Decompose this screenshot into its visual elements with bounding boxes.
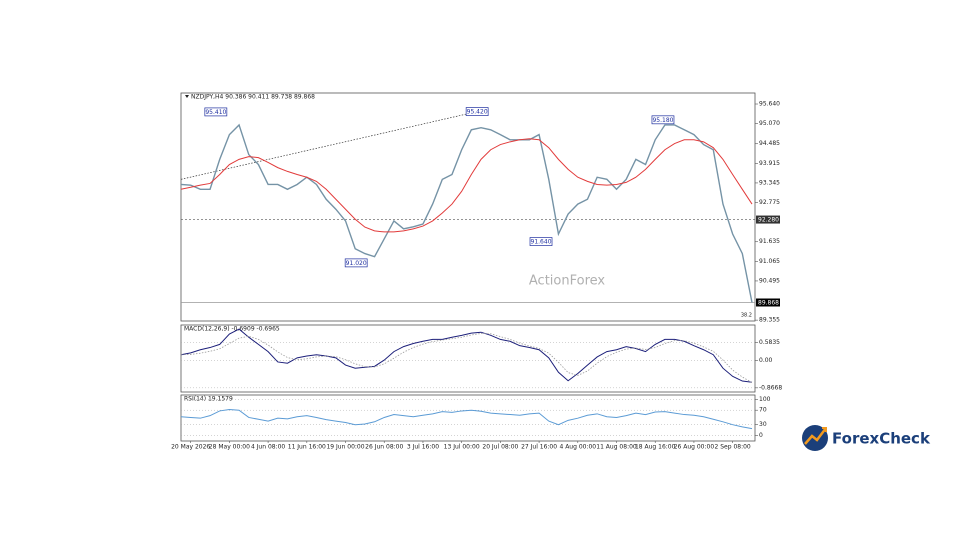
price-annotation-box <box>529 237 553 246</box>
x-tick-label: 11 Aug 08:00 <box>596 444 637 451</box>
panel-title: NZDJPY,H4 90.386 90.411 89.738 89.868 <box>191 94 315 101</box>
x-tick-label: 2 Sep 08:00 <box>715 444 751 451</box>
panel-title: RSI(14) 19.1579 <box>184 396 233 403</box>
y-tick-label: 0.5835 <box>759 339 780 346</box>
x-tick-label: 26 Aug 00:00 <box>674 444 715 451</box>
panel-title: MACD(12,26,9) -0.6909 -0.6965 <box>184 326 280 333</box>
y-tick-label: 0.00 <box>759 357 773 364</box>
logo: ForexCheck <box>802 425 931 451</box>
price-annotation-box <box>204 107 228 117</box>
price-tag-label: 89.868 <box>758 299 779 306</box>
x-tick-label: 27 Jul 16:00 <box>521 444 557 451</box>
x-tick-label: 4 Jun 08:00 <box>251 444 285 451</box>
price-annotation-box <box>344 258 368 268</box>
y-tick-label: 91.635 <box>759 238 780 245</box>
logo-text: ForexCheck <box>832 430 931 448</box>
y-tick-label: 30 <box>759 421 767 428</box>
price-tag <box>756 298 780 307</box>
panel-frame <box>180 394 756 442</box>
series-line <box>180 328 753 383</box>
x-tick-label: 20 May 2026 <box>171 444 210 451</box>
series-line <box>180 138 753 233</box>
y-tick-label: 89.355 <box>759 317 780 324</box>
price-annotation-box <box>465 107 489 116</box>
y-tick-label: 90.495 <box>759 277 780 284</box>
y-tick-label: 94.485 <box>759 140 780 147</box>
price-annotation: 95.420 <box>467 109 488 116</box>
y-tick-label: 95.640 <box>759 101 780 108</box>
y-tick-label: 93.345 <box>759 179 780 186</box>
x-tick-label: 3 Jul 16:00 <box>407 444 439 451</box>
watermark: ActionForex <box>529 274 606 289</box>
y-tick-label: 92.775 <box>759 199 780 206</box>
x-tick-label: 28 May 00:00 <box>209 444 250 451</box>
y-tick-label: -0.8668 <box>759 384 782 391</box>
panel-frame <box>180 92 756 322</box>
x-tick-label: 19 Jun 00:00 <box>326 444 364 451</box>
x-tick-label: 13 Jul 00:00 <box>444 444 480 451</box>
x-tick-label: 18 Aug 16:00 <box>635 444 676 451</box>
x-tick-label: 26 Jun 08:00 <box>365 444 403 451</box>
y-tick-label: 0 <box>759 432 763 439</box>
series-line <box>180 333 753 383</box>
price-annotation: 91.020 <box>346 260 367 267</box>
logo-arrowhead <box>822 427 827 432</box>
price-annotation-box <box>651 115 675 125</box>
price-annotation: 91.640 <box>531 239 552 246</box>
y-tick-label: 91.065 <box>759 258 780 265</box>
logo-arrow <box>804 427 827 445</box>
y-tick-label: 95.070 <box>759 120 780 127</box>
price-tag-label: 92.280 <box>758 217 779 224</box>
x-tick-label: 20 Jul 08:00 <box>482 444 518 451</box>
panel-frame <box>180 324 756 393</box>
x-tick-label: 11 Jun 16:00 <box>288 444 326 451</box>
symbol-marker <box>185 95 189 98</box>
x-tick-label: 4 Aug 00:00 <box>559 444 596 451</box>
y-tick-label: 93.915 <box>759 160 780 167</box>
price-tag <box>756 215 780 224</box>
y-tick-label: 100 <box>759 396 771 403</box>
series-line <box>180 123 753 303</box>
y-tick-label: 70 <box>759 407 767 414</box>
price-annotation: 95.180 <box>652 117 673 124</box>
price-annotation: 95.410 <box>205 109 226 116</box>
series-line <box>180 408 753 430</box>
fib-label: 38.2 <box>741 313 752 319</box>
